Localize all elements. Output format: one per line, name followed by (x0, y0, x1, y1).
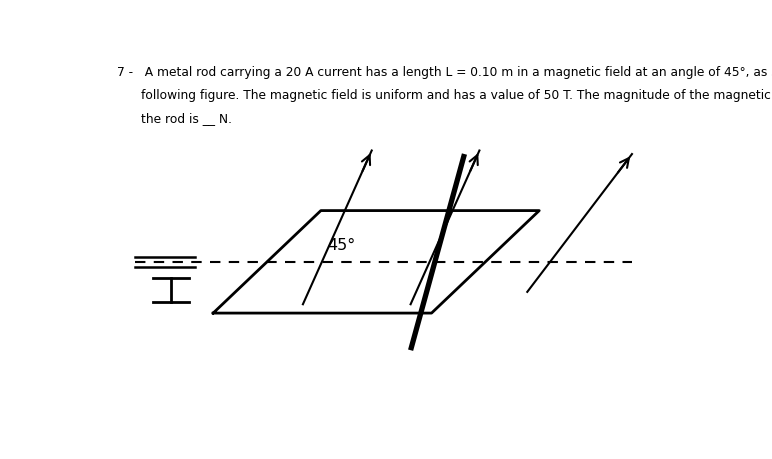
Text: the rod is __ N.: the rod is __ N. (141, 112, 232, 125)
Text: 45°: 45° (327, 238, 356, 253)
Text: following figure. The magnetic field is uniform and has a value of 50 T. The mag: following figure. The magnetic field is … (141, 89, 772, 101)
Text: 7 -   A metal rod carrying a 20 A current has a length L = 0.10 m in a magnetic : 7 - A metal rod carrying a 20 A current … (117, 66, 772, 78)
